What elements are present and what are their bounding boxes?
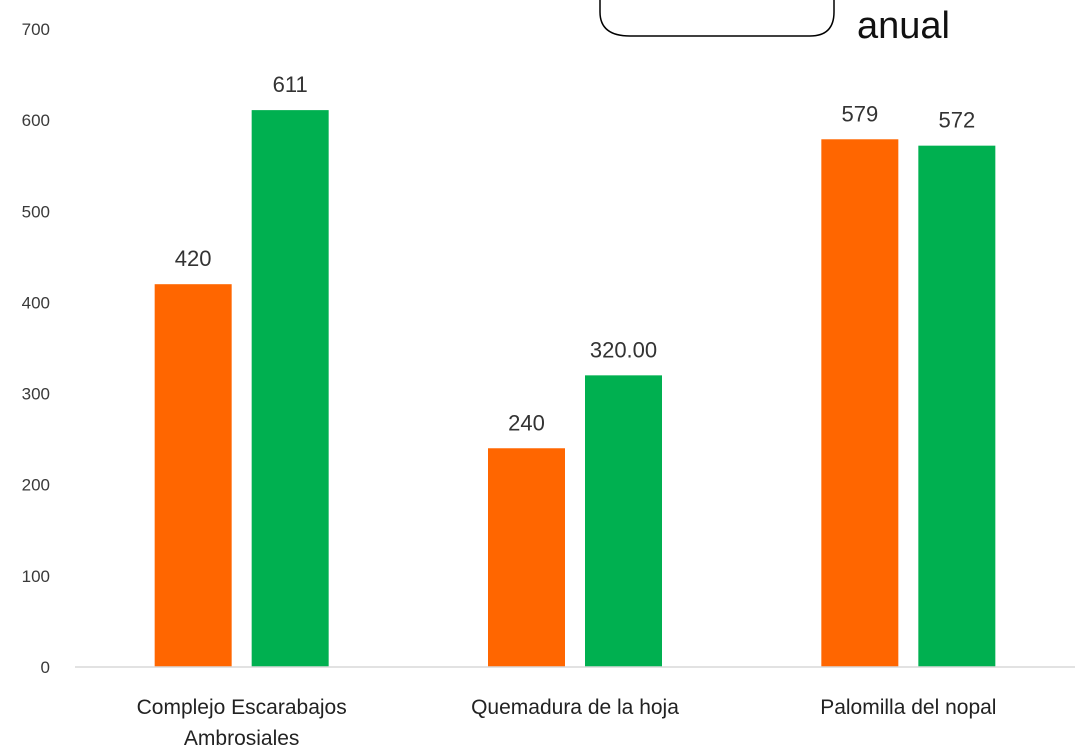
data-label: 320.00 — [590, 337, 657, 362]
bar — [918, 145, 996, 668]
data-labels: 420 611 240 320.00 579 572 — [175, 72, 975, 435]
y-tick-label: 0 — [41, 658, 50, 677]
x-category-label: Ambrosiales — [184, 727, 300, 750]
x-category-label: Palomilla del nopal — [820, 696, 996, 719]
bar — [251, 110, 329, 668]
y-tick-label: 200 — [22, 476, 50, 495]
y-tick-label: 700 — [22, 20, 50, 39]
y-axis: 0 100 200 300 400 500 600 700 — [22, 20, 50, 677]
y-tick-label: 100 — [22, 567, 50, 586]
y-tick-label: 600 — [22, 111, 50, 130]
bar — [154, 284, 232, 667]
data-label: 240 — [508, 410, 545, 435]
data-label: 579 — [841, 101, 878, 126]
data-label: 572 — [938, 108, 975, 133]
y-tick-label: 300 — [22, 385, 50, 404]
bar — [488, 448, 565, 667]
data-label: 611 — [273, 72, 308, 97]
bar — [585, 375, 662, 667]
bars — [154, 110, 996, 668]
x-category-label: Quemadura de la hoja — [471, 696, 679, 719]
data-label: 420 — [175, 246, 212, 271]
y-tick-label: 500 — [22, 202, 50, 221]
x-axis-labels: Complejo Escarabajos Ambrosiales Quemadura… — [137, 696, 997, 750]
y-tick-label: 400 — [22, 293, 50, 312]
chart-title-fragment: anual — [857, 5, 950, 47]
bar — [821, 139, 899, 668]
x-category-label: Complejo Escarabajos — [137, 696, 347, 719]
title-box-outline — [599, 0, 835, 37]
